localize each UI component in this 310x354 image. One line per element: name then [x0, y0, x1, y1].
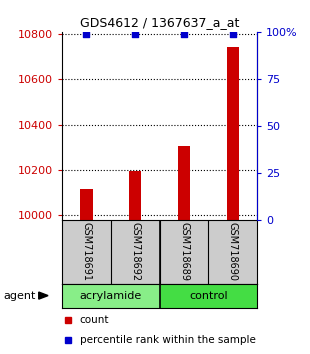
Bar [129, 171, 141, 220]
Bar [227, 47, 239, 220]
Point [133, 31, 138, 36]
Text: count: count [80, 315, 109, 325]
Text: GSM718690: GSM718690 [228, 222, 238, 281]
Point [84, 31, 89, 36]
Text: GSM718692: GSM718692 [130, 222, 140, 281]
Point [230, 31, 235, 36]
Point [182, 31, 187, 36]
Text: agent: agent [3, 291, 35, 301]
Polygon shape [39, 292, 48, 299]
Bar [80, 189, 92, 220]
Text: GSM718691: GSM718691 [82, 222, 91, 281]
Bar [178, 146, 190, 220]
Title: GDS4612 / 1367637_a_at: GDS4612 / 1367637_a_at [80, 16, 239, 29]
Text: percentile rank within the sample: percentile rank within the sample [80, 335, 255, 345]
Text: control: control [189, 291, 228, 301]
Bar [62, 284, 160, 308]
Bar [160, 284, 257, 308]
Text: acrylamide: acrylamide [80, 291, 142, 301]
Text: GSM718689: GSM718689 [179, 222, 189, 281]
